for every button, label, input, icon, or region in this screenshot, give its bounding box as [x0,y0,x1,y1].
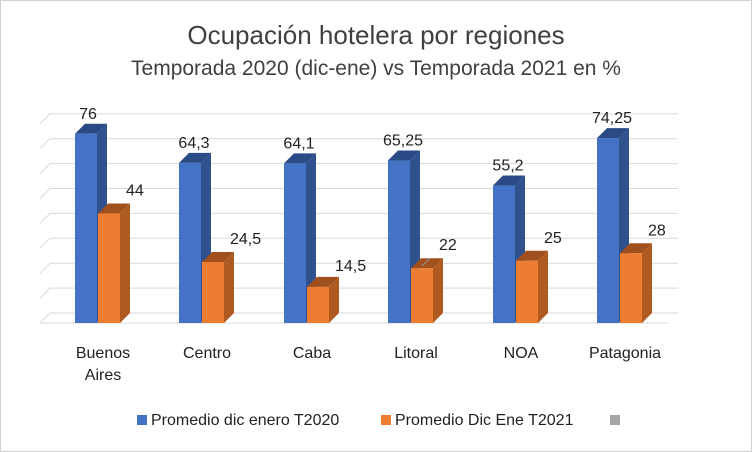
legend-item: Promedio Dic Ene T2021 [381,412,574,429]
category-labels: Buenos Aires Centro Caba Litoral NOA Patagonia [76,345,661,384]
bar [307,276,339,323]
bars [75,123,652,323]
bar [516,250,548,323]
gridline [39,188,678,199]
label-leader-line [421,257,431,267]
bar [202,251,234,323]
gridline [39,312,678,324]
gridline [39,138,678,150]
bar [98,203,130,323]
data-labels: 76 44 64,3 24,5 64,1 14,5 65,25 22 55,2 25 74,25 28 [79,106,666,275]
legend-item: Promedio dic enero T2020 [137,412,339,429]
bar [620,243,652,323]
data-label: 64,1 [283,135,314,152]
legend: Promedio dic enero T2020 Promedio Dic Ene… [137,412,620,429]
data-label: 22 [439,237,457,254]
gridline [39,237,678,249]
svg-text:Promedio dic enero T2020: Promedio dic enero T2020 [151,412,339,429]
svg-text:Promedio Dic Ene T2021: Promedio Dic Ene T2021 [395,412,574,429]
category-label: Patagonia [589,345,661,362]
data-label: 44 [126,182,144,199]
gridline [39,287,678,299]
category-label: Caba [293,345,331,362]
chart-subtitle: Temporada 2020 (dic-ene) vs Temporada 20… [131,57,621,80]
gridline [39,212,678,224]
chart-title: Ocupación hotelera por regiones [187,20,565,50]
gridlines [39,113,678,324]
legend-swatch-empty [610,415,620,425]
category-label: Buenos [76,345,130,362]
category-label: NOA [504,345,539,362]
gridline [39,113,678,125]
data-label: 55,2 [492,158,523,175]
bar [411,258,443,323]
data-label: 65,25 [383,133,423,150]
data-label: 74,25 [592,110,632,127]
data-label: 25 [544,230,562,247]
category-label: Aires [85,367,121,384]
gridline [39,262,678,274]
data-label: 24,5 [230,231,261,248]
gridline [39,163,678,174]
data-label: 28 [648,222,666,239]
data-label: 76 [79,106,97,123]
category-label: Litoral [394,345,438,362]
data-label: 64,3 [178,135,209,152]
category-label: Centro [183,345,231,362]
data-label: 14,5 [335,258,366,275]
